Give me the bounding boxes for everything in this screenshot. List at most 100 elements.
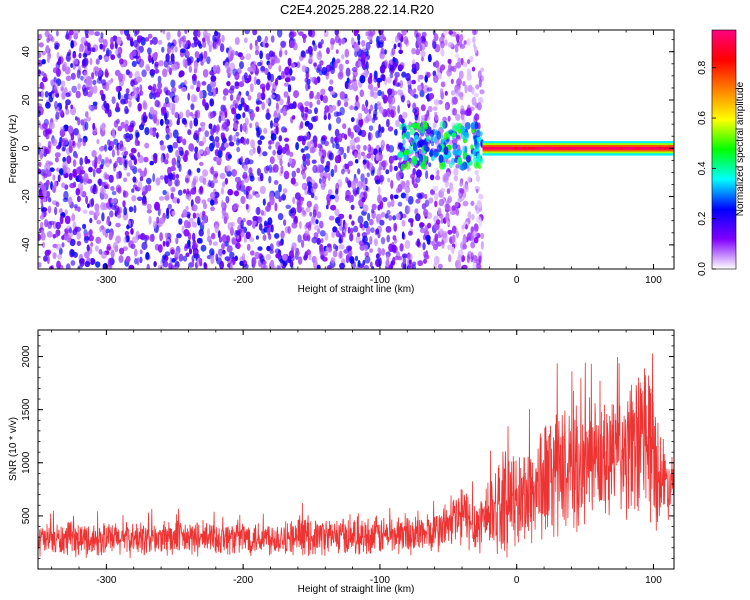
noise-cell [77, 132, 81, 141]
noise-cell [263, 166, 269, 174]
transition-cell [470, 106, 475, 112]
noise-cell [125, 88, 130, 94]
noise-cell [136, 38, 142, 43]
noise-cell [334, 155, 340, 164]
noise-cell [349, 232, 354, 242]
noise-cell [157, 82, 163, 89]
noise-cell [79, 157, 83, 166]
noise-cell [165, 240, 170, 248]
onset-cell [457, 150, 462, 156]
transition-cell [442, 30, 448, 36]
noise-cell [273, 180, 279, 185]
noise-cell [76, 240, 82, 246]
noise-cell [317, 44, 323, 49]
noise-cell [63, 61, 67, 69]
signal-peak-dot [619, 146, 623, 150]
noise-cell [363, 106, 369, 115]
noise-cell [125, 69, 130, 76]
noise-cell [89, 57, 93, 66]
x-tick-label: -100 [370, 575, 390, 586]
noise-cell [386, 234, 391, 243]
noise-cell [199, 186, 203, 192]
noise-cell [144, 127, 150, 136]
noise-cell [323, 114, 327, 121]
noise-cell [411, 47, 416, 55]
noise-cell [161, 46, 165, 53]
noise-cell [362, 235, 368, 244]
onset-cell [412, 142, 418, 152]
colorbar-label: Normalized spectral amplitude [735, 81, 746, 216]
noise-cell [345, 176, 349, 184]
noise-cell [312, 209, 317, 218]
noise-cell [335, 143, 340, 150]
transition-cell [455, 164, 460, 169]
noise-cell [391, 244, 397, 253]
noise-cell [116, 171, 119, 180]
noise-cell [316, 264, 321, 269]
noise-cell [124, 159, 128, 169]
noise-cell [72, 228, 78, 236]
noise-cell [292, 31, 297, 37]
noise-cell [142, 115, 148, 123]
noise-cell [407, 205, 411, 214]
noise-cell [262, 234, 267, 242]
noise-cell [319, 243, 324, 252]
noise-cell [301, 65, 307, 73]
noise-cell [212, 178, 218, 184]
noise-cell [288, 68, 293, 76]
noise-cell [92, 79, 97, 86]
noise-cell [265, 82, 270, 91]
noise-cell [61, 182, 66, 188]
noise-cell [362, 204, 369, 213]
transition-cell [432, 185, 439, 191]
noise-cell [278, 183, 282, 193]
transition-cell [473, 223, 479, 233]
noise-cell [274, 248, 281, 254]
noise-cell [330, 65, 335, 75]
noise-cell [172, 129, 179, 139]
noise-cell [225, 165, 232, 172]
noise-cell [55, 201, 60, 208]
noise-cell [250, 64, 257, 72]
noise-cell [278, 196, 282, 203]
noise-cell [76, 69, 81, 79]
noise-cell [38, 142, 42, 147]
noise-cell [80, 36, 87, 44]
noise-cell [111, 149, 115, 158]
transition-cell [478, 97, 484, 104]
noise-cell [375, 253, 380, 260]
noise-cell [188, 248, 193, 255]
noise-cell [378, 30, 384, 35]
noise-cell [411, 63, 417, 70]
noise-cell [196, 167, 201, 173]
transition-cell [441, 240, 445, 249]
noise-cell [210, 199, 215, 206]
noise-cell [194, 110, 198, 119]
noise-cell [262, 86, 265, 94]
noise-cell [89, 217, 93, 224]
onset-cell [432, 148, 439, 158]
noise-cell [209, 111, 216, 119]
onset-cell [477, 152, 481, 163]
noise-cell [198, 53, 204, 62]
transition-cell [448, 30, 454, 35]
noise-cell [158, 196, 165, 201]
noise-cell [227, 188, 234, 196]
noise-cell [64, 209, 68, 216]
noise-cell [78, 173, 82, 181]
noise-cell [390, 198, 395, 208]
noise-cell [70, 132, 75, 141]
noise-cell [359, 75, 366, 84]
noise-cell [335, 49, 339, 54]
transition-cell [479, 89, 485, 95]
noise-cell [202, 150, 208, 157]
noise-cell [282, 188, 288, 194]
noise-cell [136, 196, 143, 202]
noise-cell [178, 111, 184, 120]
noise-cell [385, 143, 390, 152]
noise-cell [259, 135, 265, 140]
noise-cell [305, 153, 311, 161]
noise-cell [283, 91, 289, 98]
noise-cell [70, 260, 76, 266]
noise-cell [343, 101, 349, 108]
